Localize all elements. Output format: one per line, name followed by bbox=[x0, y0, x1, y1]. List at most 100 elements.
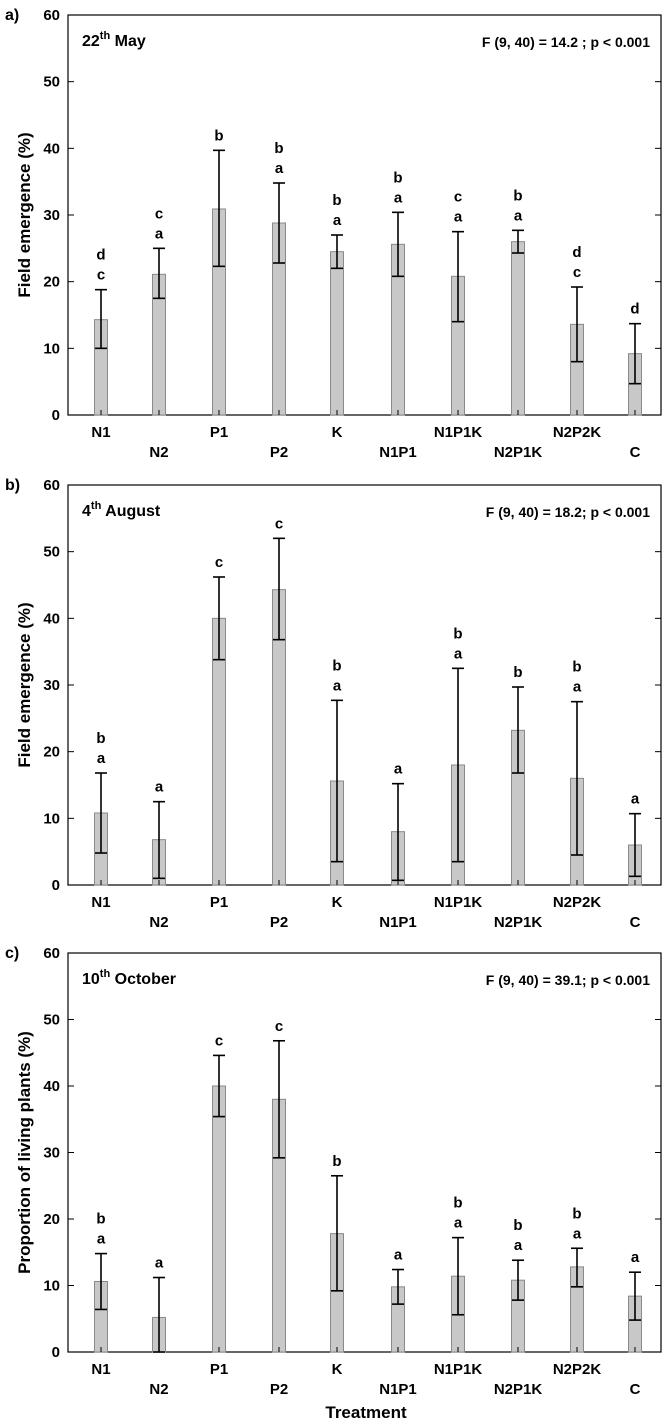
y-tick-label: 50 bbox=[43, 1012, 60, 1029]
y-tick-label: 10 bbox=[43, 1278, 60, 1295]
y-tick-label: 0 bbox=[52, 877, 60, 894]
significance-letter: d bbox=[572, 244, 581, 261]
x-axis-label: Treatment bbox=[325, 1403, 407, 1422]
x-tick-label: N2P1K bbox=[494, 914, 543, 931]
significance-letter: b bbox=[453, 625, 462, 642]
x-tick-label: C bbox=[630, 914, 641, 931]
y-axis-label: Proportion of living plants (%) bbox=[15, 1031, 34, 1274]
significance-letter: a bbox=[333, 212, 342, 229]
x-tick-label: N1P1K bbox=[434, 894, 483, 911]
significance-letter: b bbox=[274, 140, 283, 157]
y-tick-label: 20 bbox=[43, 744, 60, 761]
y-tick-label: 10 bbox=[43, 340, 60, 357]
significance-letter: a bbox=[573, 679, 582, 696]
x-tick-label: P1 bbox=[210, 894, 228, 911]
panel-title: 10th October bbox=[82, 968, 176, 988]
significance-letter: b bbox=[214, 127, 223, 144]
x-tick-label: N1 bbox=[91, 894, 110, 911]
x-tick-label: N1 bbox=[91, 1361, 110, 1378]
x-tick-label: K bbox=[332, 424, 343, 441]
significance-letter: a bbox=[394, 1247, 403, 1264]
x-tick-label: N2 bbox=[149, 1381, 168, 1398]
significance-letter: a bbox=[631, 1249, 640, 1266]
significance-letter: a bbox=[333, 677, 342, 694]
y-tick-label: 50 bbox=[43, 544, 60, 561]
x-tick-label: K bbox=[332, 894, 343, 911]
x-tick-label: N2P2K bbox=[553, 894, 602, 911]
significance-letter: c bbox=[215, 1032, 223, 1049]
y-tick-label: 20 bbox=[43, 1211, 60, 1228]
x-tick-label: N2P1K bbox=[494, 444, 543, 461]
significance-letter: a bbox=[631, 791, 640, 808]
statistics-text: F (9, 40) = 18.2; p < 0.001 bbox=[486, 504, 650, 520]
significance-letter: b bbox=[96, 1211, 105, 1228]
significance-letter: c bbox=[155, 205, 163, 222]
y-tick-label: 60 bbox=[43, 477, 60, 494]
significance-letter: c bbox=[215, 554, 223, 571]
significance-letter: a bbox=[97, 1231, 106, 1248]
significance-letter: c bbox=[275, 515, 283, 532]
y-tick-label: 10 bbox=[43, 810, 60, 827]
statistics-text: F (9, 40) = 14.2 ; p < 0.001 bbox=[482, 34, 650, 50]
significance-letter: a bbox=[155, 1255, 164, 1272]
x-tick-label: N1 bbox=[91, 424, 110, 441]
bar bbox=[330, 251, 344, 416]
significance-letter: b bbox=[332, 192, 341, 209]
significance-letter: d bbox=[96, 247, 105, 264]
significance-letter: b bbox=[453, 1195, 462, 1212]
significance-letter: b bbox=[572, 659, 581, 676]
significance-letter: a bbox=[514, 1237, 523, 1254]
significance-letter: b bbox=[393, 169, 402, 186]
x-tick-label: N1P1 bbox=[379, 1381, 417, 1398]
significance-letter: a bbox=[155, 225, 164, 242]
x-tick-label: K bbox=[332, 1361, 343, 1378]
panel-title: 22th May bbox=[82, 30, 146, 50]
bar bbox=[511, 241, 525, 416]
significance-letter: a bbox=[97, 750, 106, 767]
significance-letter: b bbox=[96, 730, 105, 747]
significance-letter: a bbox=[573, 1225, 582, 1242]
significance-letter: b bbox=[572, 1205, 581, 1222]
significance-letter: c bbox=[97, 267, 105, 284]
significance-letter: d bbox=[630, 301, 639, 318]
y-axis-label: Field emergence (%) bbox=[15, 132, 34, 297]
y-tick-label: 50 bbox=[43, 74, 60, 91]
x-tick-label: N2 bbox=[149, 914, 168, 931]
significance-letter: b bbox=[513, 664, 522, 681]
panel-letter: b) bbox=[5, 477, 20, 494]
x-tick-label: P2 bbox=[270, 1381, 288, 1398]
significance-letter: b bbox=[513, 1217, 522, 1234]
y-tick-label: 40 bbox=[43, 140, 60, 157]
significance-letter: a bbox=[394, 189, 403, 206]
chart-panel-3: 0 10 20 30 40 50 60 Proportion of living plants… bbox=[5, 945, 662, 1398]
panel-letter: a) bbox=[5, 7, 19, 24]
x-tick-label: P2 bbox=[270, 914, 288, 931]
significance-letter: c bbox=[454, 189, 462, 206]
y-tick-label: 20 bbox=[43, 274, 60, 291]
x-tick-label: P2 bbox=[270, 444, 288, 461]
y-tick-label: 0 bbox=[52, 1344, 60, 1361]
x-tick-label: N1P1K bbox=[434, 1361, 483, 1378]
x-tick-label: N1P1K bbox=[434, 424, 483, 441]
chart-panel-2: 0 10 20 30 40 50 60 Field emergence (%) b) 4th Au… bbox=[5, 477, 662, 931]
y-tick-label: 30 bbox=[43, 207, 60, 224]
y-tick-label: 40 bbox=[43, 1078, 60, 1095]
x-tick-label: P1 bbox=[210, 1361, 228, 1378]
significance-letter: a bbox=[275, 160, 284, 177]
x-tick-label: N2P2K bbox=[553, 424, 602, 441]
bar bbox=[212, 1085, 226, 1353]
x-tick-label: N2P1K bbox=[494, 1381, 543, 1398]
panel-letter: c) bbox=[5, 945, 19, 962]
x-tick-label: N2P2K bbox=[553, 1361, 602, 1378]
panel-title: 4th August bbox=[82, 500, 161, 520]
y-tick-label: 30 bbox=[43, 677, 60, 694]
y-tick-label: 40 bbox=[43, 610, 60, 627]
significance-letter: a bbox=[514, 207, 523, 224]
x-tick-label: N2 bbox=[149, 444, 168, 461]
y-tick-label: 60 bbox=[43, 945, 60, 962]
y-tick-label: 30 bbox=[43, 1145, 60, 1162]
significance-letter: a bbox=[454, 645, 463, 662]
significance-letter: b bbox=[332, 1153, 341, 1170]
significance-letter: c bbox=[275, 1018, 283, 1035]
